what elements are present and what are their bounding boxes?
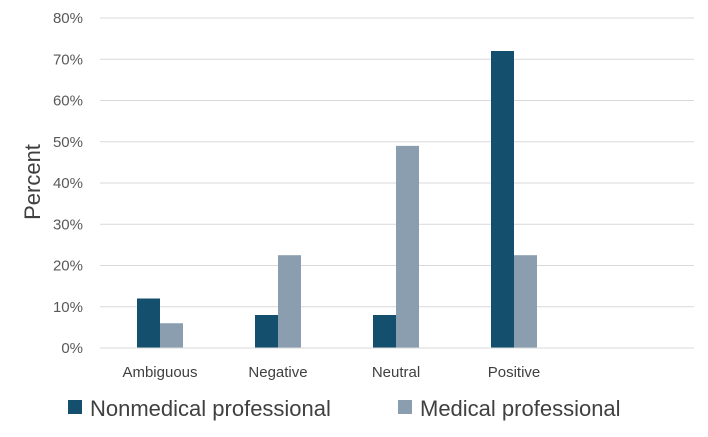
bar-positive-series-1 bbox=[491, 51, 514, 348]
bar-positive-series-2 bbox=[514, 255, 537, 348]
y-tick-label: 10% bbox=[53, 299, 83, 316]
bars bbox=[137, 51, 537, 348]
bar-neutral-series-1 bbox=[373, 315, 396, 348]
y-axis-ticks: 0% 10% 20% 30% 40% 50% 60% 70% 80% bbox=[53, 10, 83, 357]
bar-ambiguous-series-2 bbox=[160, 323, 183, 348]
legend-swatch bbox=[68, 400, 82, 414]
x-category-label: Ambiguous bbox=[122, 364, 197, 381]
bar-neutral-series-2 bbox=[396, 145, 419, 348]
legend-label: Medical professional bbox=[420, 396, 621, 421]
y-tick-label: 0% bbox=[61, 340, 83, 357]
y-tick-label: 70% bbox=[53, 51, 83, 68]
y-axis-title: Percent bbox=[20, 144, 45, 220]
y-tick-label: 40% bbox=[53, 175, 83, 192]
y-tick-label: 20% bbox=[53, 258, 83, 275]
bar-negative-series-1 bbox=[255, 315, 278, 348]
x-category-label: Negative bbox=[248, 364, 307, 381]
legend-swatch bbox=[398, 400, 412, 414]
y-tick-label: 80% bbox=[53, 10, 83, 27]
x-category-label: Positive bbox=[488, 364, 541, 381]
y-tick-label: 30% bbox=[53, 216, 83, 233]
legend-label: Nonmedical professional bbox=[90, 396, 331, 421]
x-category-label: Neutral bbox=[372, 364, 420, 381]
bar-ambiguous-series-1 bbox=[137, 298, 160, 348]
legend: Nonmedical professional Medical professio… bbox=[68, 396, 621, 421]
bar-negative-series-2 bbox=[278, 255, 301, 348]
y-tick-label: 50% bbox=[53, 134, 83, 151]
x-axis-categories: Ambiguous Negative Neutral Positive bbox=[122, 364, 540, 381]
y-tick-label: 60% bbox=[53, 93, 83, 110]
